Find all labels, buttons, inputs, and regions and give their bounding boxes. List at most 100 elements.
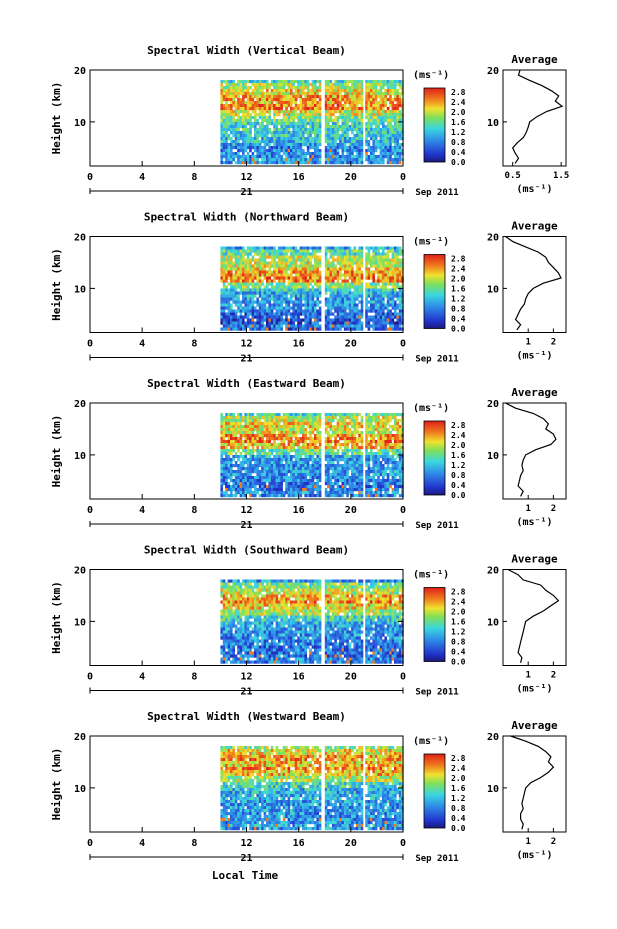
heatmap-cell	[256, 288, 259, 292]
heatmap-cell	[302, 464, 305, 468]
heatmap-cell	[287, 455, 291, 459]
heatmap-cell	[275, 252, 279, 256]
heatmap-cell	[294, 116, 298, 120]
average-x-tick-label: 0.5	[505, 171, 521, 181]
heatmap-cell	[273, 431, 276, 435]
heatmap-cell	[290, 113, 293, 117]
heatmap-cell	[311, 264, 315, 268]
heatmap-cell	[314, 476, 317, 480]
heatmap-cell	[254, 467, 257, 471]
heatmap-cell	[365, 291, 368, 295]
heatmap-cell	[294, 285, 298, 289]
heatmap-cell	[316, 482, 319, 486]
heatmap-cell	[324, 125, 328, 129]
heatmap-cell	[297, 476, 300, 480]
heatmap-cell	[351, 249, 354, 253]
heatmap-cell	[372, 261, 375, 265]
heatmap-cell	[311, 443, 315, 447]
heatmap-cell	[237, 306, 240, 310]
heatmap-cell	[318, 270, 322, 274]
heatmap-cell	[278, 315, 281, 319]
heatmap-cell	[389, 140, 392, 144]
heatmap-cell	[331, 273, 335, 277]
heatmap-cell	[311, 491, 315, 495]
heatmap-cell	[339, 155, 342, 159]
heatmap-cell	[251, 297, 255, 301]
heatmap-cell	[268, 303, 271, 307]
heatmap-cell	[273, 92, 276, 96]
heatmap-cell	[234, 324, 238, 328]
heatmap-cell	[268, 119, 271, 123]
heatmap-cell	[220, 158, 223, 162]
heatmap-cell	[230, 294, 233, 298]
heatmap-cell	[331, 140, 335, 144]
heatmap-cell	[316, 458, 319, 462]
heatmap-cell	[389, 149, 392, 153]
heatmap-cell	[398, 252, 402, 256]
heatmap-cell	[346, 86, 349, 90]
heatmap-cell	[261, 119, 264, 123]
heatmap-cell	[391, 303, 395, 307]
heatmap-cell	[268, 143, 271, 147]
heatmap-cell	[341, 128, 345, 132]
heatmap-cell	[377, 300, 380, 304]
heatmap-cell	[365, 149, 368, 153]
heatmap-cell	[382, 312, 385, 316]
heatmap-cell	[287, 488, 291, 492]
heatmap-cell	[343, 282, 347, 286]
heatmap-cell	[334, 125, 337, 129]
heatmap-cell	[266, 440, 269, 444]
heatmap-cell	[348, 273, 352, 277]
heatmap-cell	[230, 246, 233, 250]
heatmap-cell	[290, 288, 293, 292]
heatmap-cell	[367, 107, 371, 111]
heatmap-cell	[365, 318, 368, 322]
heatmap-cell	[230, 315, 233, 319]
heatmap-cell	[222, 107, 226, 111]
heatmap-cell	[372, 276, 375, 280]
heatmap-cell	[256, 419, 259, 423]
heatmap-cell	[318, 258, 322, 262]
heatmap-cell	[232, 140, 235, 144]
heatmap-cell	[290, 83, 293, 87]
heatmap-cell	[242, 113, 245, 117]
heatmap-cell	[398, 95, 402, 99]
heatmap-cell	[294, 312, 298, 316]
heatmap-cell	[261, 288, 264, 292]
heatmap-cell	[372, 86, 375, 90]
heatmap-cell	[311, 104, 315, 108]
heatmap-cell	[254, 434, 257, 438]
heatmap-cell	[311, 413, 315, 417]
heatmap-cell	[242, 252, 245, 256]
heatmap-cell	[396, 110, 399, 114]
heatmap-cell	[353, 128, 357, 132]
heatmap-cell	[278, 446, 281, 450]
heatmap-cell	[365, 143, 368, 147]
heatmap-cell	[246, 143, 250, 147]
heatmap-cell	[280, 318, 283, 322]
heatmap-cell	[311, 479, 315, 483]
heatmap-cell	[346, 312, 349, 316]
heatmap-cell	[278, 437, 281, 441]
heatmap-cell	[227, 92, 231, 96]
heatmap-cell	[348, 312, 352, 316]
heatmap-cell	[220, 264, 223, 268]
heatmap-cell	[285, 122, 288, 126]
heatmap-cell	[329, 318, 333, 322]
heatmap-cell	[329, 101, 333, 105]
heatmap-cell	[336, 158, 340, 162]
heatmap-cell	[339, 255, 342, 259]
heatmap-cell	[263, 461, 267, 465]
heatmap-cell	[386, 149, 390, 153]
heatmap-cell	[398, 83, 402, 87]
heatmap-cell	[329, 152, 333, 156]
heatmap-cell	[331, 110, 335, 114]
heatmap-cell	[225, 449, 228, 453]
heatmap-cell	[384, 89, 387, 93]
heatmap-cell	[266, 98, 269, 102]
heatmap-cell	[396, 258, 399, 262]
colorbar-tick-label: 0.0	[451, 158, 466, 167]
heatmap-cell	[324, 119, 328, 123]
heatmap-cell	[290, 464, 293, 468]
heatmap-cell	[398, 324, 402, 328]
